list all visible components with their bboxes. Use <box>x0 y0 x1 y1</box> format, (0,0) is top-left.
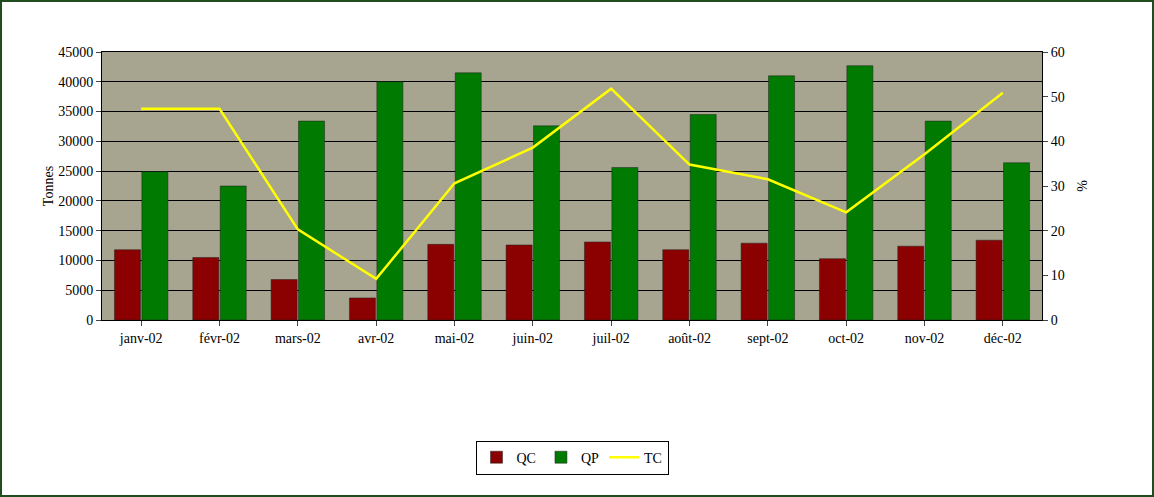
svg-text:35000: 35000 <box>58 104 93 119</box>
svg-text:juil-02: juil-02 <box>591 331 629 346</box>
svg-text:30: 30 <box>1051 179 1065 194</box>
svg-text:mars-02: mars-02 <box>275 331 321 346</box>
svg-text:25000: 25000 <box>58 164 93 179</box>
svg-text:50: 50 <box>1051 90 1065 105</box>
svg-text:5000: 5000 <box>65 283 93 298</box>
svg-text:janv-02: janv-02 <box>119 331 163 346</box>
svg-text:Tonnes: Tonnes <box>41 166 56 206</box>
svg-text:TC: TC <box>644 451 662 466</box>
svg-text:45000: 45000 <box>58 45 93 60</box>
svg-text:40: 40 <box>1051 134 1065 149</box>
svg-text:20: 20 <box>1051 224 1065 239</box>
svg-text:déc-02: déc-02 <box>984 331 1022 346</box>
svg-text:15000: 15000 <box>58 224 93 239</box>
svg-text:oct-02: oct-02 <box>828 331 864 346</box>
svg-text:20000: 20000 <box>58 194 93 209</box>
svg-text:0: 0 <box>1051 313 1058 328</box>
svg-text:févr-02: févr-02 <box>199 331 240 346</box>
svg-text:10: 10 <box>1051 268 1065 283</box>
svg-text:août-02: août-02 <box>668 331 711 346</box>
svg-text:juin-02: juin-02 <box>512 331 553 346</box>
svg-text:40000: 40000 <box>58 75 93 90</box>
svg-text:QC: QC <box>517 451 536 466</box>
svg-text:60: 60 <box>1051 45 1065 60</box>
svg-text:10000: 10000 <box>58 253 93 268</box>
svg-text:mai-02: mai-02 <box>435 331 475 346</box>
svg-text:nov-02: nov-02 <box>905 331 945 346</box>
svg-text:QP: QP <box>581 451 599 466</box>
svg-text:avr-02: avr-02 <box>358 331 394 346</box>
svg-text:0: 0 <box>86 313 93 328</box>
svg-text:sept-02: sept-02 <box>747 331 788 346</box>
svg-text:%: % <box>1075 180 1090 192</box>
svg-text:30000: 30000 <box>58 134 93 149</box>
